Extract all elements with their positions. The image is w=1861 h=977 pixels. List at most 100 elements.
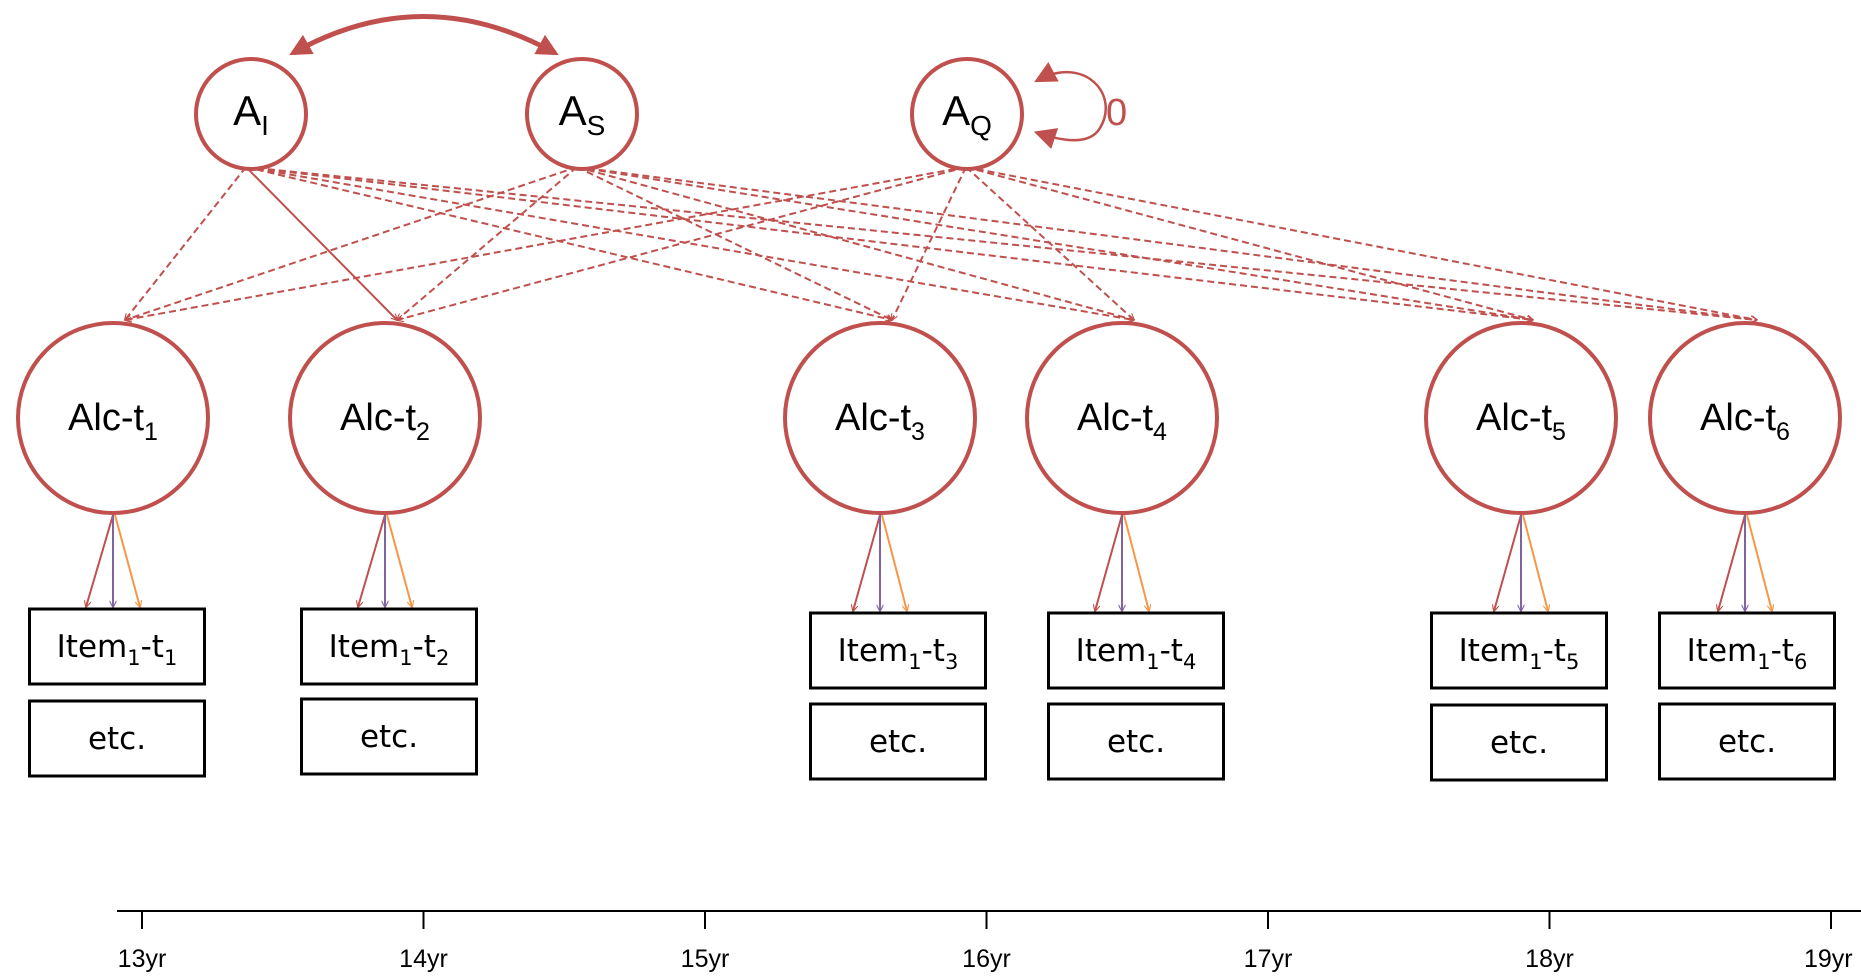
latent-alcohol-label: Alc-t3 [835, 397, 925, 446]
item-box [300, 607, 478, 686]
latent-label-base: Alc-t [835, 397, 911, 439]
latent-alcohol-label: Alc-t2 [340, 397, 430, 446]
growth-factor-quadratic: AQ [910, 57, 1024, 171]
latent-label-base: Alc-t [1077, 397, 1153, 439]
item-label-part: -t [1543, 633, 1566, 669]
latent-label-subscript: 5 [1552, 418, 1566, 446]
item-loading-arrow [86, 514, 114, 607]
latent-alcohol-label: Alc-t6 [1700, 397, 1790, 446]
measurement-occasions: Alc-t1Item1-t1etc.Alc-t2Item1-t2etc.Alc-… [16, 321, 1842, 782]
item-label-part: 1 [127, 646, 140, 670]
age-axis-tick-label: 14yr [399, 945, 448, 973]
item-label-part: 1 [1529, 650, 1542, 674]
item-label-part: 6 [1794, 650, 1807, 674]
etc-label: etc. [88, 721, 146, 757]
latent-label-subscript: 2 [416, 418, 430, 446]
growth-factor-slope: AS [525, 57, 639, 171]
intercept-label: A [233, 87, 261, 134]
item-label-part: 1 [1757, 650, 1770, 674]
item-label: Item1-t3 [838, 633, 959, 674]
latent-alcohol-label: Alc-t5 [1476, 397, 1566, 446]
age-axis-tick-label: 15yr [681, 945, 730, 973]
intercept-loading-path [125, 166, 247, 320]
etc-label: etc. [1490, 725, 1548, 761]
latent-label-base: Alc-t [340, 397, 416, 439]
item-label-part: 1 [908, 650, 921, 674]
item-loading-arrow [1095, 514, 1123, 611]
item-loading-arrow [1718, 514, 1746, 611]
quadratic-variance-label: 0 [1106, 92, 1127, 134]
quadratic-loading-path [892, 166, 967, 320]
slope-loading-path [576, 166, 1533, 320]
age-axis-tick-label: 19yr [1804, 945, 1853, 973]
etc-box [1658, 702, 1836, 781]
item-loading-arrow [881, 514, 907, 611]
item-label: Item1-t5 [1459, 633, 1580, 674]
intercept-loading-path [245, 166, 1533, 320]
etc-label: etc. [1107, 724, 1165, 760]
item-label-part: 1 [399, 646, 412, 670]
etc-box [300, 697, 478, 776]
item-label: Item1-t1 [57, 629, 178, 670]
latent-label-base: Alc-t [1476, 397, 1552, 439]
intercept-loading-path [245, 166, 892, 320]
slope-loading-path [576, 166, 1134, 320]
item-label-part: Item [1687, 633, 1758, 669]
item-label-part: 3 [945, 650, 958, 674]
intercept-loading-path [245, 166, 1134, 320]
item-label-part: Item [1459, 633, 1530, 669]
latent-alcohol-circle [16, 321, 210, 515]
slope-loading-path [125, 166, 578, 320]
item-label-part: -t [141, 629, 164, 665]
item-label-part: 4 [1183, 650, 1196, 674]
item-box [809, 611, 987, 690]
intercept-slope-covariance-arrow [289, 14, 559, 56]
latent-alcohol-circle [288, 321, 482, 515]
slope-subscript: S [587, 110, 606, 141]
slope-loading-path [397, 166, 578, 320]
regression-paths [125, 166, 1757, 320]
item-label-part: 2 [436, 646, 449, 670]
item-loading-arrow [1746, 514, 1772, 611]
latent-label-subscript: 4 [1153, 418, 1167, 446]
item-label-part: 1 [164, 646, 177, 670]
item-label-part: -t [413, 629, 436, 665]
age-axis-tick-label: 17yr [1244, 945, 1293, 973]
slope-label: A [559, 87, 587, 134]
quadratic-subscript: Q [970, 110, 992, 141]
growth-factor-intercept: AI [194, 57, 308, 171]
item-label-part: 1 [1146, 650, 1159, 674]
item-label-part: Item [57, 629, 128, 665]
quadratic-loading-path [965, 166, 1757, 320]
svg-text:AS: AS [559, 87, 606, 141]
etc-label: etc. [1718, 724, 1776, 760]
quadratic-variance-loop [1033, 62, 1107, 149]
quadratic-loading-path [965, 166, 1533, 320]
item-loading-arrow [853, 514, 881, 611]
latent-alcohol-circle [1025, 321, 1219, 515]
age-axis-tick-label: 16yr [962, 945, 1011, 973]
item-label-part: 5 [1566, 650, 1579, 674]
item-box [1430, 611, 1608, 690]
slope-loading-path [576, 166, 1757, 320]
svg-text:AQ: AQ [942, 87, 992, 141]
item-loading-arrow [1522, 514, 1548, 611]
item-loading-arrow [1123, 514, 1149, 611]
item-label: Item1-t6 [1687, 633, 1808, 674]
item-loading-arrow [386, 514, 412, 607]
latent-alcohol-label: Alc-t1 [68, 397, 158, 446]
item-loading-arrow [1494, 514, 1522, 611]
item-box [1658, 611, 1836, 690]
svg-text:AI: AI [233, 87, 269, 141]
latent-label-base: Alc-t [1700, 397, 1776, 439]
age-axis: 13yr 14yr 15yr 16yr 17yr 18yr 19yr [117, 910, 1861, 973]
item-label-part: Item [329, 629, 400, 665]
item-label: Item1-t4 [1076, 633, 1197, 674]
item-label-part: -t [922, 633, 945, 669]
item-box [1047, 611, 1225, 690]
etc-box [809, 702, 987, 781]
